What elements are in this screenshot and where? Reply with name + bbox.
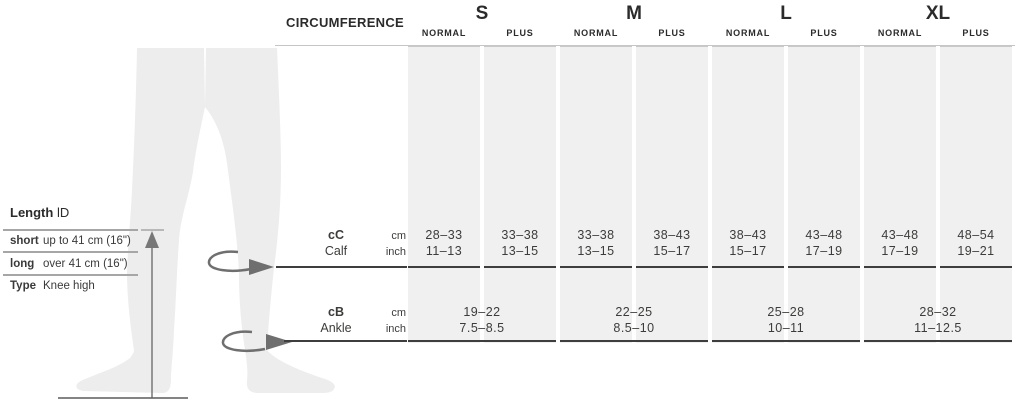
ankle-unit-inch: inch <box>385 323 406 335</box>
ankle-inch-cell: 10–11 <box>767 321 805 335</box>
calf-row-underline <box>560 266 632 268</box>
calf-cm-cell: 33–38 <box>501 228 539 242</box>
ankle-code-label: cB <box>328 305 344 319</box>
panel-divider <box>3 274 138 276</box>
ankle-unit-cm: cm <box>391 307 406 319</box>
ankle-inch-cell: 8.5–10 <box>613 321 655 335</box>
calf-cm-cell: 48–54 <box>957 228 995 242</box>
type-label: Type <box>10 280 36 292</box>
calf-inch-cell: 17–19 <box>881 244 919 258</box>
calf-row-underline <box>864 266 936 268</box>
ankle-row-underline <box>284 340 407 342</box>
table-column <box>712 46 784 343</box>
table-column <box>864 46 936 343</box>
calf-inch-cell: 19–21 <box>957 244 995 258</box>
size-header-s: S <box>475 3 489 24</box>
calf-row-underline <box>276 266 407 268</box>
ankle-row-underline <box>864 340 1012 342</box>
ankle-row-underline <box>712 340 860 342</box>
calf-cm-cell: 33–38 <box>577 228 615 242</box>
leg-diagram <box>58 48 335 399</box>
calf-inch-cell: 13–15 <box>577 244 615 258</box>
calf-circumference-arrow-icon <box>207 250 274 275</box>
ankle-inch-cell: 11–12.5 <box>914 321 962 335</box>
size-header-xl: XL <box>925 3 951 24</box>
short-label: short <box>10 235 39 247</box>
fit-header-plus: PLUS <box>962 28 990 38</box>
table-column <box>940 46 1012 343</box>
calf-row-underline <box>940 266 1012 268</box>
table-column <box>484 46 556 343</box>
ankle-circumference-arrow-icon <box>221 330 292 352</box>
calf-row-underline <box>408 266 480 268</box>
size-header-m: M <box>626 3 642 24</box>
calf-row-underline <box>712 266 784 268</box>
calf-row-underline <box>484 266 556 268</box>
calf-unit-inch: inch <box>385 246 406 258</box>
calf-inch-cell: 13–15 <box>501 244 539 258</box>
fit-header-normal: NORMAL <box>573 28 619 38</box>
table-column <box>408 46 480 343</box>
calf-cm-cell: 38–43 <box>653 228 691 242</box>
table-column <box>788 46 860 343</box>
calf-row-underline <box>636 266 708 268</box>
long-value: over 41 cm (16") <box>43 258 128 270</box>
circumference-title: CIRCUMFERENCE <box>286 15 405 30</box>
ankle-name-label: Ankle <box>320 321 352 335</box>
fit-header-normal: NORMAL <box>421 28 467 38</box>
ankle-row-underline <box>560 340 708 342</box>
calf-cm-cell: 43–48 <box>881 228 919 242</box>
calf-cm-cell: 38–43 <box>729 228 767 242</box>
calf-unit-cm: cm <box>391 230 406 242</box>
table-column <box>560 46 632 343</box>
calf-inch-cell: 11–13 <box>425 244 463 258</box>
fit-header-plus: PLUS <box>506 28 534 38</box>
ankle-cm-cell: 25–28 <box>767 305 805 319</box>
type-row: Type Knee high <box>10 280 95 292</box>
panel-divider <box>3 229 138 231</box>
long-label: long <box>10 258 35 270</box>
fit-header-normal: NORMAL <box>877 28 923 38</box>
calf-cm-cell: 28–33 <box>425 228 463 242</box>
length-heading-label: Length <box>10 205 54 220</box>
short-value: up to 41 cm (16") <box>43 235 131 247</box>
length-option-long: long over 41 cm (16") <box>10 258 128 270</box>
calf-inch-cell: 17–19 <box>805 244 843 258</box>
lower-legs-silhouette-icon <box>76 48 335 393</box>
calf-code-label: cC <box>328 228 344 242</box>
calf-cm-cell: 43–48 <box>805 228 843 242</box>
calf-inch-cell: 15–17 <box>653 244 691 258</box>
type-value: Knee high <box>43 280 95 292</box>
header-divider <box>275 45 1015 46</box>
calf-name-label: Calf <box>324 244 348 258</box>
length-heading: Length lD <box>10 205 69 220</box>
ankle-cm-cell: 28–32 <box>919 305 957 319</box>
ankle-row-underline <box>408 340 556 342</box>
ankle-inch-cell: 7.5–8.5 <box>459 321 505 335</box>
size-header-l: L <box>780 3 792 24</box>
length-measure-arrow-icon <box>58 229 188 399</box>
ankle-cm-cell: 19–22 <box>463 305 501 319</box>
fit-header-plus: PLUS <box>810 28 838 38</box>
length-heading-code: lD <box>56 205 70 220</box>
calf-row-underline <box>788 266 860 268</box>
table-column <box>636 46 708 343</box>
panel-divider <box>3 251 138 253</box>
fit-header-plus: PLUS <box>658 28 686 38</box>
calf-inch-cell: 15–17 <box>729 244 767 258</box>
length-option-short: short up to 41 cm (16") <box>10 235 131 247</box>
fit-header-normal: NORMAL <box>725 28 771 38</box>
ankle-cm-cell: 22–25 <box>615 305 653 319</box>
